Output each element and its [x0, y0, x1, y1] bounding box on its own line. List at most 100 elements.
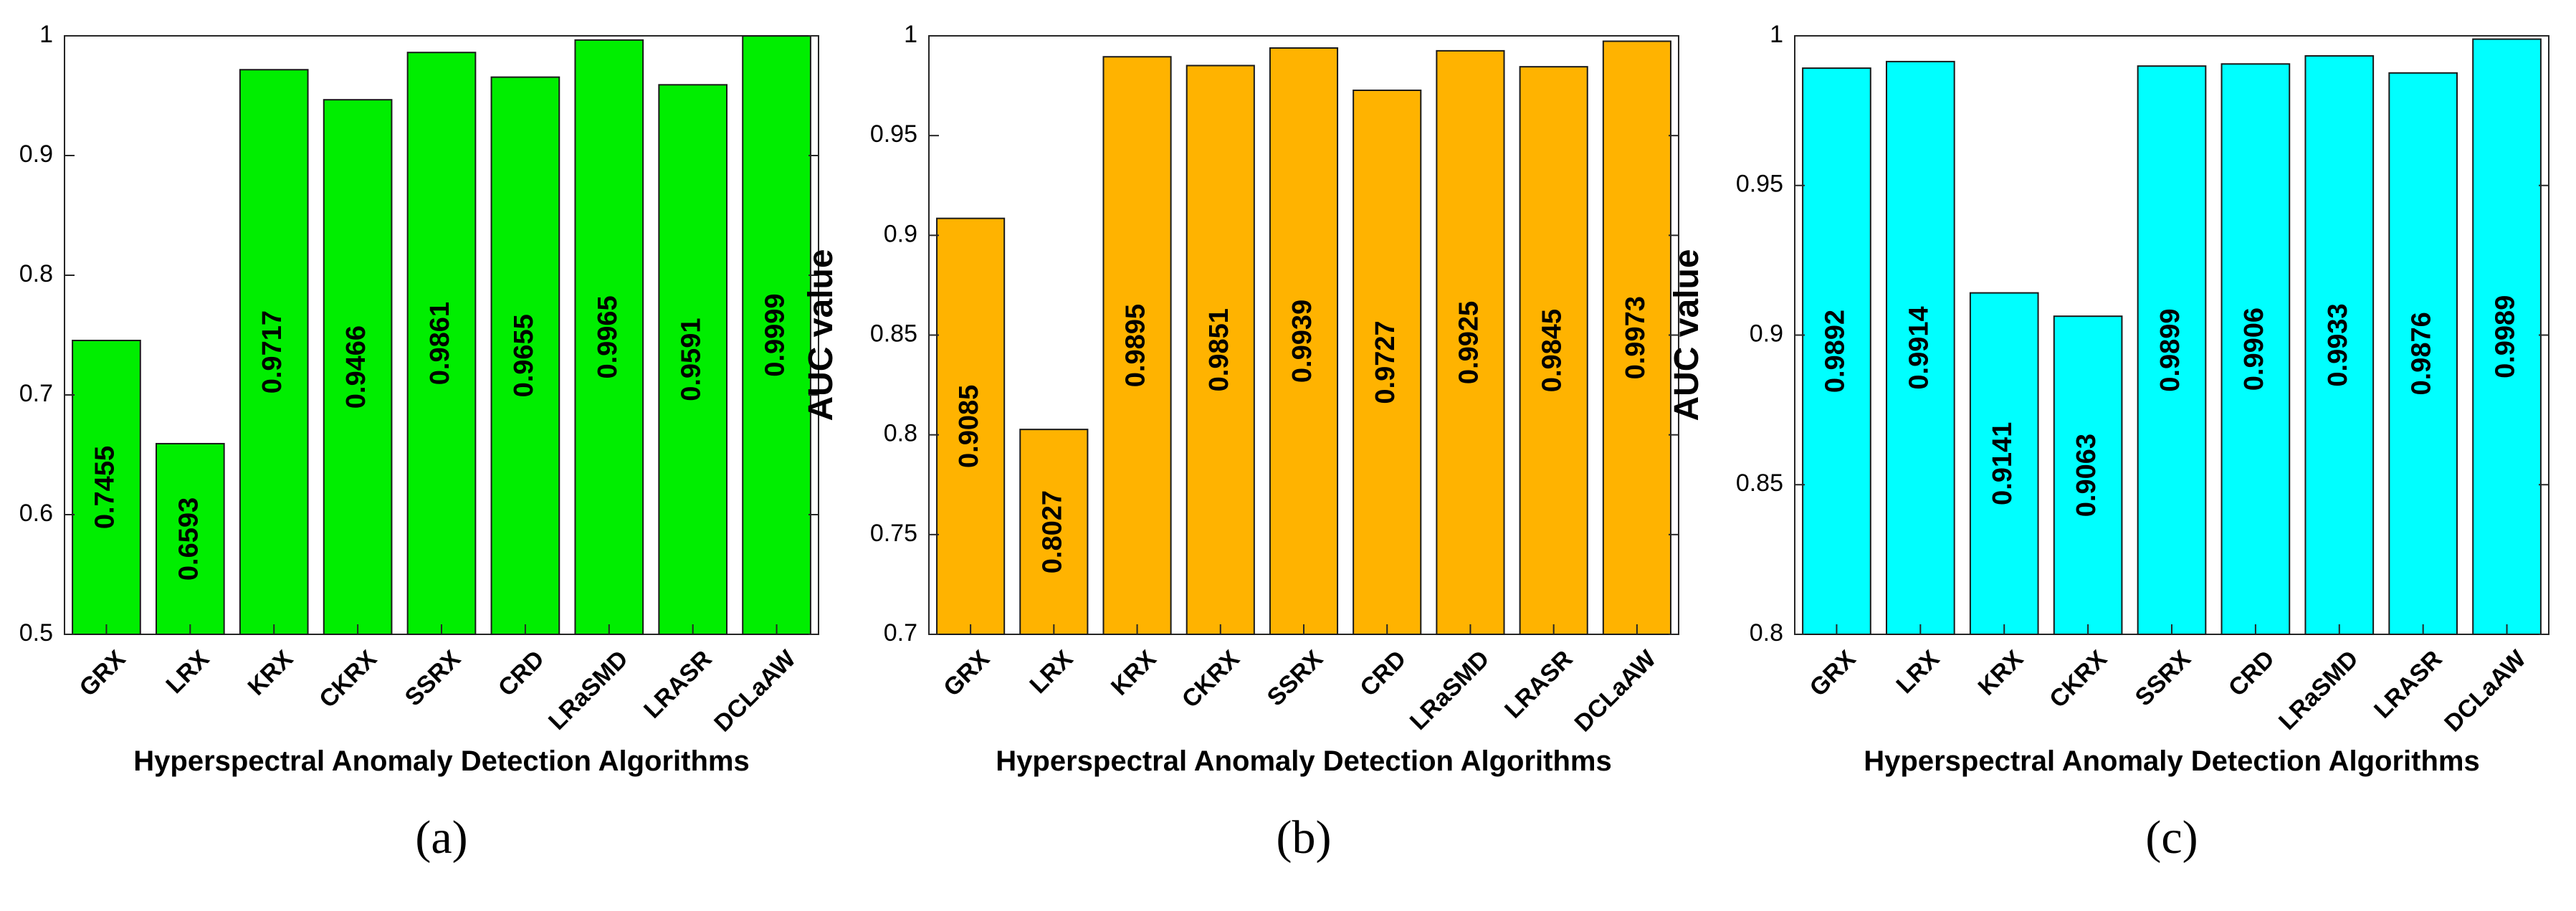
y-tick-label: 0.6 — [19, 500, 53, 527]
bar — [1019, 429, 1089, 635]
bar — [406, 52, 477, 635]
bar — [1353, 89, 1422, 636]
bar — [2053, 315, 2123, 635]
bar-value-label: 0.9717 — [257, 310, 287, 394]
x-tick-label: GRX — [1804, 645, 1861, 702]
y-tick-label: 0.9 — [19, 140, 53, 168]
x-tick-label: LRASR — [1499, 645, 1578, 724]
x-tick-label: SSRX — [2130, 645, 2197, 712]
x-tick-label: GRX — [938, 645, 995, 702]
x-tick-label: LRX — [1891, 645, 1945, 699]
bar — [1436, 49, 1505, 635]
bar-value-label: 0.9727 — [1370, 320, 1401, 404]
bar — [323, 99, 393, 636]
bar-value-label: 0.9895 — [1121, 304, 1151, 387]
bar — [155, 442, 225, 635]
bar — [574, 39, 644, 636]
x-tick-label: LRaSMD — [543, 645, 634, 735]
x-tick-label: LRX — [161, 645, 214, 699]
y-tick-label: 1 — [1770, 21, 1783, 48]
panel-caption: (b) — [1277, 811, 1332, 864]
bar-value-label: 0.8027 — [1037, 490, 1067, 573]
chart-panel: 0.7455 0.6593 0.9717 0.9466 0.9861 0.9655 0.99… — [19, 21, 819, 864]
x-tick-label: DCLaAW — [709, 645, 801, 738]
panel-caption: (a) — [415, 811, 467, 864]
x-tick-label: LRASR — [639, 645, 717, 724]
bar-value-label: 0.9591 — [677, 318, 707, 401]
bar-value-label: 0.6593 — [173, 497, 204, 581]
bar-value-label: 0.9876 — [2407, 312, 2437, 395]
bar-value-label: 0.9973 — [1621, 296, 1651, 379]
x-tick-label: LRX — [1024, 645, 1078, 699]
x-tick-label: GRX — [74, 645, 130, 702]
bar — [936, 217, 1006, 635]
y-tick-label: 0.75 — [870, 520, 917, 547]
bar — [1269, 47, 1339, 635]
y-tick-label: 0.95 — [870, 120, 917, 148]
chart-panel: 0.9085 0.8027 0.9895 0.9851 0.9939 0.9727 0.99… — [802, 21, 1679, 864]
bar — [1186, 65, 1255, 635]
x-tick-label: KRX — [243, 645, 299, 701]
x-tick-label: CRD — [1355, 645, 1411, 702]
y-tick-label: 0.9 — [884, 220, 917, 247]
y-tick-label: 0.5 — [19, 619, 53, 647]
y-tick-label: 0.7 — [19, 380, 53, 407]
bar-value-label: 0.9141 — [1988, 422, 2018, 505]
y-tick-label: 1 — [904, 21, 917, 48]
bar-value-label: 0.9965 — [593, 295, 623, 378]
bar-value-label: 0.9063 — [2071, 434, 2102, 517]
x-axis-title: Hyperspectral Anomaly Detection Algorith… — [1864, 745, 2479, 777]
bar-value-label: 0.9899 — [2155, 308, 2185, 391]
y-tick-label: 0.9 — [1750, 320, 1783, 347]
bar — [2304, 54, 2375, 636]
x-axis-title: Hyperspectral Anomaly Detection Algorith… — [133, 745, 749, 777]
x-tick-label: KRX — [1973, 645, 2029, 701]
y-tick-label: 0.8 — [19, 260, 53, 287]
bar-value-label: 0.9655 — [509, 314, 539, 397]
bar-value-label: 0.7455 — [90, 446, 120, 529]
x-tick-label: KRX — [1106, 645, 1162, 701]
bar-value-label: 0.9861 — [425, 302, 455, 385]
bar-value-label: 0.9989 — [2491, 295, 2521, 378]
bar-value-label: 0.9999 — [760, 293, 791, 376]
x-tick-label: SSRX — [400, 645, 467, 712]
bar — [1802, 67, 1871, 635]
y-axis-title: AUC value — [802, 249, 840, 421]
bar — [2388, 72, 2458, 635]
y-tick-label: 0.85 — [870, 320, 917, 347]
x-tick-label: DCLaAW — [1570, 645, 1662, 738]
bar-value-label: 0.9892 — [1820, 310, 1850, 393]
bar-value-label: 0.9466 — [341, 325, 371, 409]
bar-value-label: 0.9914 — [1904, 306, 1934, 389]
bar — [742, 35, 811, 636]
bar-value-label: 0.9845 — [1537, 309, 1568, 392]
bar — [239, 69, 309, 636]
y-axis-title: AUC value — [1668, 249, 1706, 421]
bar-value-label: 0.9906 — [2239, 307, 2269, 391]
y-tick-label: 0.95 — [1736, 171, 1783, 198]
bar — [72, 340, 141, 635]
x-tick-label: CKRX — [2044, 645, 2112, 713]
panel-caption: (c) — [2145, 811, 2198, 864]
bar-value-label: 0.9085 — [954, 385, 984, 468]
x-tick-label: LRASR — [2369, 645, 2448, 724]
y-tick-label: 0.7 — [884, 619, 917, 647]
x-tick-label: LRaSMD — [2274, 645, 2364, 735]
bar-value-label: 0.9933 — [2323, 303, 2353, 386]
bar-value-label: 0.9925 — [1454, 301, 1484, 384]
y-tick-label: 0.8 — [1750, 619, 1783, 647]
x-tick-label: CRD — [2223, 645, 2280, 702]
x-tick-label: SSRX — [1262, 645, 1329, 712]
y-tick-label: 1 — [39, 21, 53, 48]
bar — [1102, 56, 1172, 636]
x-tick-label: CKRX — [1177, 645, 1245, 713]
bar — [2137, 65, 2207, 636]
chart-panel: 0.9892 0.9914 0.9141 0.9063 0.9899 0.9906 0.99… — [1668, 21, 2549, 864]
bar-value-label: 0.9939 — [1287, 300, 1317, 383]
y-tick-label: 0.85 — [1736, 469, 1783, 497]
x-tick-label: CRD — [493, 645, 550, 702]
x-axis-title: Hyperspectral Anomaly Detection Algorith… — [996, 745, 1611, 777]
x-tick-label: CKRX — [314, 645, 382, 713]
